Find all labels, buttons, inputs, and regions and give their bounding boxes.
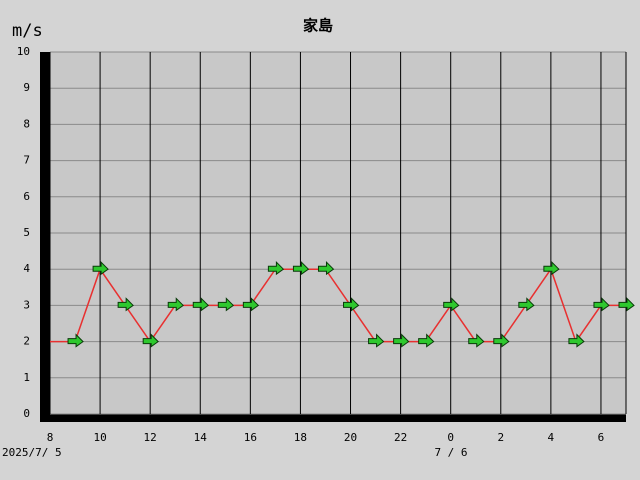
y-axis-label: m/s	[12, 21, 43, 41]
wind-arrow	[518, 297, 535, 312]
series-line	[50, 267, 626, 344]
date-label: 7 / 6	[434, 446, 467, 459]
wind-arrow	[167, 297, 184, 312]
wind-arrow	[317, 260, 335, 276]
x-tick-label: 4	[548, 431, 555, 444]
y-tick-label: 1	[23, 371, 30, 384]
wind-arrow	[92, 260, 109, 276]
wind-arrow	[368, 333, 385, 348]
wind-arrow	[267, 260, 285, 276]
wind-arrow	[443, 297, 460, 312]
y-tick-label: 4	[23, 262, 30, 275]
wind-arrow	[568, 333, 585, 348]
x-tick-label: 2	[497, 431, 504, 444]
y-tick-label: 8	[23, 117, 30, 130]
wind-arrow	[117, 297, 134, 312]
x-tick-label: 18	[294, 431, 307, 444]
x-tick-label: 10	[93, 431, 106, 444]
x-tick-label: 20	[344, 431, 357, 444]
wind-arrow	[418, 333, 435, 348]
wind-arrow	[343, 297, 360, 312]
y-tick-label: 0	[23, 407, 30, 420]
axis-base	[40, 414, 626, 422]
y-tick-label: 2	[23, 335, 30, 348]
x-tick-label: 22	[394, 431, 407, 444]
y-tick-label: 3	[23, 298, 30, 311]
wind-arrow	[393, 333, 410, 348]
x-tick-label: 12	[144, 431, 157, 444]
x-tick-label: 8	[47, 431, 54, 444]
chart-title: 家島	[303, 17, 333, 35]
wind-arrow	[468, 333, 485, 348]
y-tick-label: 9	[23, 81, 30, 94]
x-tick-label: 0	[447, 431, 454, 444]
y-tick-label: 6	[23, 190, 30, 203]
x-tick-label: 6	[598, 431, 605, 444]
wind-arrow	[217, 297, 235, 312]
wind-arrow	[242, 297, 260, 312]
wind-arrow	[142, 333, 159, 348]
wind-arrow	[292, 260, 310, 276]
wind-arrow	[192, 297, 210, 312]
x-tick-label: 14	[194, 431, 208, 444]
y-tick-label: 10	[17, 45, 30, 58]
y-tick-label: 5	[23, 226, 30, 239]
date-label: 2025/7/ 5	[2, 446, 62, 459]
axis-shadow	[40, 52, 50, 422]
wind-arrow	[543, 260, 560, 276]
wind-arrow	[593, 297, 610, 312]
x-tick-label: 16	[244, 431, 257, 444]
wind-arrow	[493, 333, 510, 348]
wind-arrow	[618, 297, 635, 312]
y-tick-label: 7	[23, 154, 30, 167]
wind-arrow	[67, 333, 84, 348]
